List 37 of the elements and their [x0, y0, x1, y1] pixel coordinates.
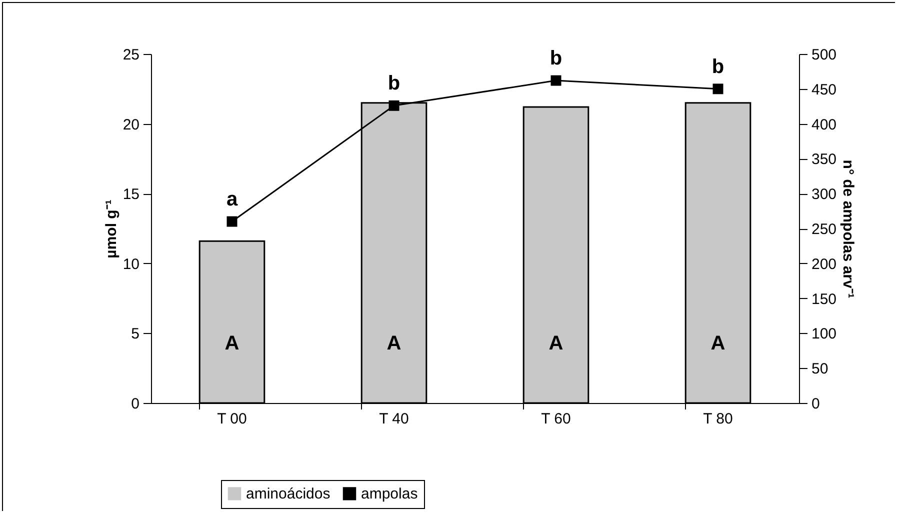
y2-tick-label: 200: [812, 256, 837, 273]
y-tick-label: 5: [131, 326, 140, 343]
y-tick-label: 20: [122, 116, 140, 134]
y2-tick-label: 250: [812, 221, 837, 238]
y2-tick-label: 100: [812, 326, 837, 343]
annotation: b: [550, 48, 562, 70]
x-tick-label: T 80: [703, 410, 733, 428]
y2-tick-label: 350: [812, 151, 837, 168]
x-tick-label: T 60: [541, 410, 571, 428]
y2-tick-label: 150: [812, 290, 837, 308]
y2-tick-label: 450: [812, 81, 837, 98]
y-tick-label: 25: [122, 46, 140, 64]
y-tick-label: 0: [131, 396, 140, 412]
point: [388, 100, 400, 111]
annotation: b: [712, 56, 724, 78]
y2-axis-title: n° de ampolas arv⁻¹: [840, 160, 857, 298]
annotation: a: [226, 188, 238, 211]
y-tick-label: 10: [122, 256, 140, 273]
y2-tick-label: 0: [812, 396, 820, 412]
annotation: A: [224, 332, 240, 355]
legend-label: ampolas: [361, 486, 418, 503]
y2-tick-label: 50: [812, 360, 828, 378]
point: [550, 75, 562, 86]
x-tick-label: T 00: [217, 410, 247, 428]
annotation: A: [386, 332, 402, 355]
x-tick-label: T 40: [379, 410, 409, 428]
y2-tick-label: 300: [812, 186, 837, 204]
y2-tick-label: 500: [812, 46, 837, 64]
y2-tick-label: 400: [812, 116, 837, 134]
annotation: b: [388, 72, 400, 95]
y-axis-title: µmol g⁻¹: [102, 200, 120, 258]
annotation: A: [548, 332, 564, 355]
y-tick-label: 15: [122, 186, 140, 204]
annotation: A: [710, 332, 726, 355]
point: [226, 216, 238, 227]
point: [712, 84, 724, 94]
legend-label: aminoácidos: [246, 486, 330, 503]
